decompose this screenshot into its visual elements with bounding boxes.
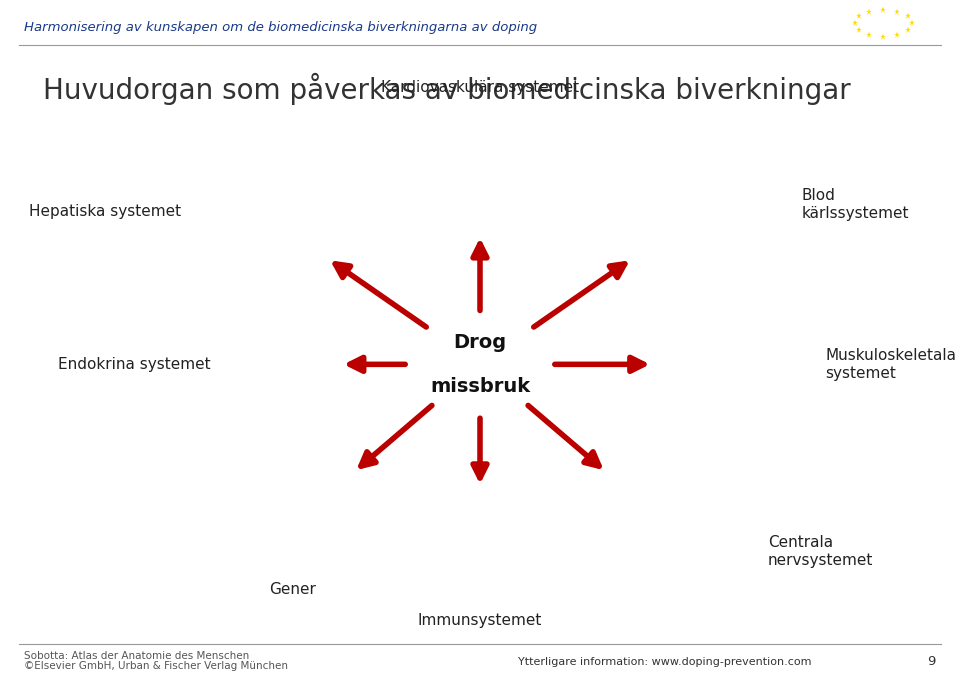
Text: Muskuloskeletala
systemet: Muskuloskeletala systemet <box>826 347 956 381</box>
Text: Immunsystemet: Immunsystemet <box>418 613 542 628</box>
Text: Centrala
nervsystemet: Centrala nervsystemet <box>768 535 874 568</box>
Text: Harmonisering av kunskapen om de biomedicinska biverkningarna av doping: Harmonisering av kunskapen om de biomedi… <box>24 20 538 34</box>
Text: ©Elsevier GmbH, Urban & Fischer Verlag München: ©Elsevier GmbH, Urban & Fischer Verlag M… <box>24 661 288 671</box>
Text: Sobotta: Atlas der Anatomie des Menschen: Sobotta: Atlas der Anatomie des Menschen <box>24 652 250 661</box>
Text: Drog: Drog <box>453 333 507 352</box>
Text: Endokrina systemet: Endokrina systemet <box>58 357 210 372</box>
Text: missbruk: missbruk <box>430 377 530 396</box>
Text: Blod
kärlssystemet: Blod kärlssystemet <box>802 187 909 221</box>
Text: Kardiovaskulära systemet: Kardiovaskulära systemet <box>381 80 579 95</box>
Text: Ytterligare information: www.doping-prevention.com: Ytterligare information: www.doping-prev… <box>518 657 812 667</box>
Text: Gener: Gener <box>270 582 316 597</box>
Text: Hepatiska systemet: Hepatiska systemet <box>29 204 180 219</box>
Text: Huvudorgan som påverkas av biomedicinska biverkningar: Huvudorgan som påverkas av biomedicinska… <box>43 72 851 105</box>
Text: 9: 9 <box>927 655 936 669</box>
